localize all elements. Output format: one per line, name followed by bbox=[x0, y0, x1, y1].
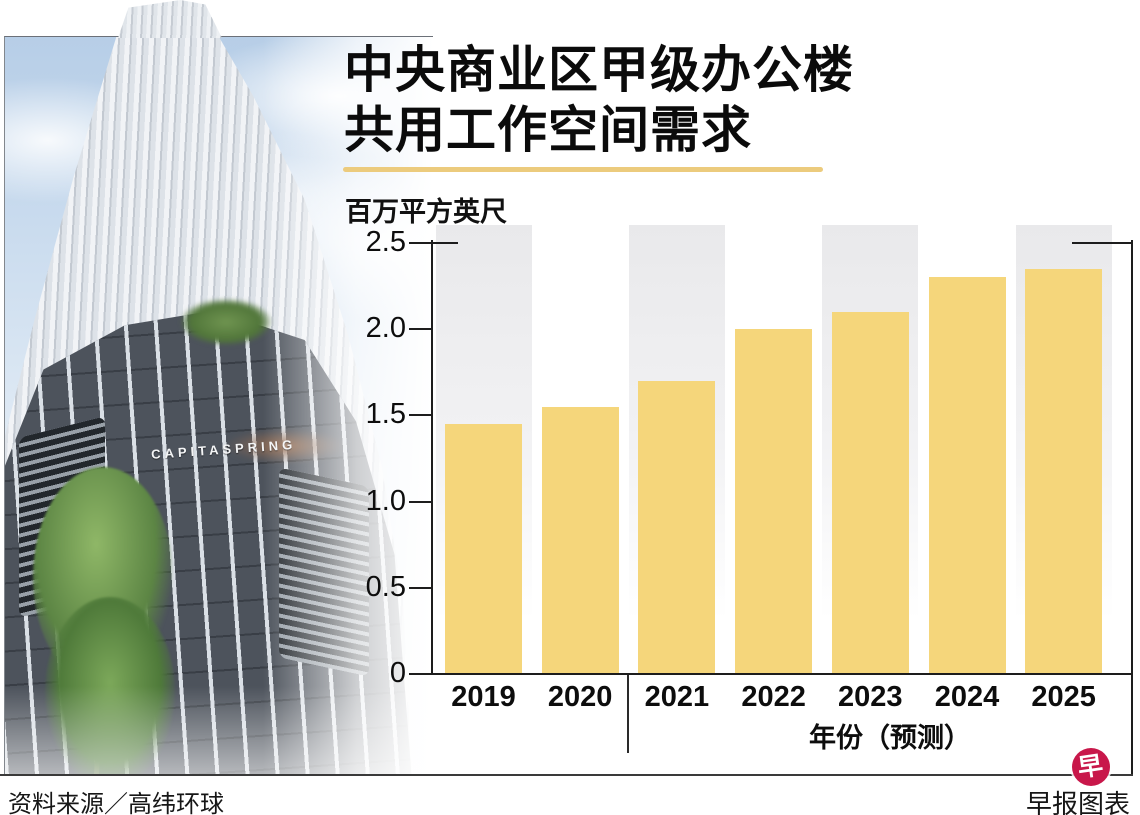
x-tick-label-2019: 2019 bbox=[451, 681, 516, 713]
chart-title-line2: 共用工作空间需求 bbox=[344, 102, 752, 158]
y-tick-label: 2.5 bbox=[365, 226, 406, 258]
x-tick-label-2025: 2025 bbox=[1031, 681, 1096, 713]
y-tick bbox=[409, 242, 431, 244]
tower-top bbox=[118, 0, 222, 38]
bar-2020 bbox=[541, 406, 619, 674]
footer-rule bbox=[0, 774, 1133, 776]
y-tick-label: 0.5 bbox=[365, 570, 406, 603]
bar-2022 bbox=[735, 329, 813, 674]
y-axis-line bbox=[431, 240, 433, 675]
zaobao-logo-char: 早 bbox=[1076, 751, 1106, 783]
chart-title-line1: 中央商业区甲级办公楼 bbox=[344, 42, 854, 98]
x-tick-label-2021: 2021 bbox=[644, 681, 710, 713]
x-tick-label-2020: 2020 bbox=[547, 681, 613, 713]
y-axis-unit-label: 百万平方英尺 bbox=[345, 197, 507, 227]
y-tick bbox=[409, 673, 431, 675]
chart-title: 中央商业区甲级办公楼 共用工作空间需求 bbox=[344, 40, 854, 160]
x-tick-label-2024: 2024 bbox=[934, 681, 1000, 713]
frame-top-right-cap bbox=[1072, 242, 1133, 244]
frame-top-left-cap bbox=[431, 242, 458, 244]
frame-right-border bbox=[1131, 240, 1133, 775]
x-tick-label-2023: 2023 bbox=[838, 681, 903, 713]
y-tick-label: 2.0 bbox=[365, 312, 406, 345]
y-tick bbox=[409, 586, 431, 589]
y-tick bbox=[409, 414, 431, 417]
bar-2021 bbox=[638, 380, 716, 674]
chart-credit: 早报图表 bbox=[1025, 789, 1130, 815]
forecast-divider-line bbox=[627, 675, 629, 753]
building-photo: CAPITASPRING bbox=[4, 36, 433, 776]
photo-fade bbox=[5, 686, 433, 776]
zaobao-logo: 早 bbox=[1072, 748, 1110, 786]
bar-2025 bbox=[1025, 268, 1103, 674]
bar-2019 bbox=[445, 424, 522, 674]
x-tick-label-2022: 2022 bbox=[741, 681, 806, 713]
bar-2024 bbox=[928, 277, 1006, 674]
y-tick-label: 1.0 bbox=[365, 484, 406, 517]
y-tick-label: 0 bbox=[389, 657, 406, 689]
x-axis-line bbox=[412, 673, 1133, 675]
title-underline bbox=[343, 167, 823, 172]
y-tick-label: 1.5 bbox=[365, 398, 406, 431]
bar-2023 bbox=[831, 311, 909, 674]
y-tick bbox=[409, 328, 431, 331]
greenery-cutout bbox=[181, 299, 271, 345]
photo-fade bbox=[263, 37, 433, 776]
x-axis-label: 年份（预测） bbox=[809, 723, 971, 753]
source-credit: 资料来源／高纬环球 bbox=[8, 791, 224, 815]
y-tick bbox=[409, 500, 431, 503]
